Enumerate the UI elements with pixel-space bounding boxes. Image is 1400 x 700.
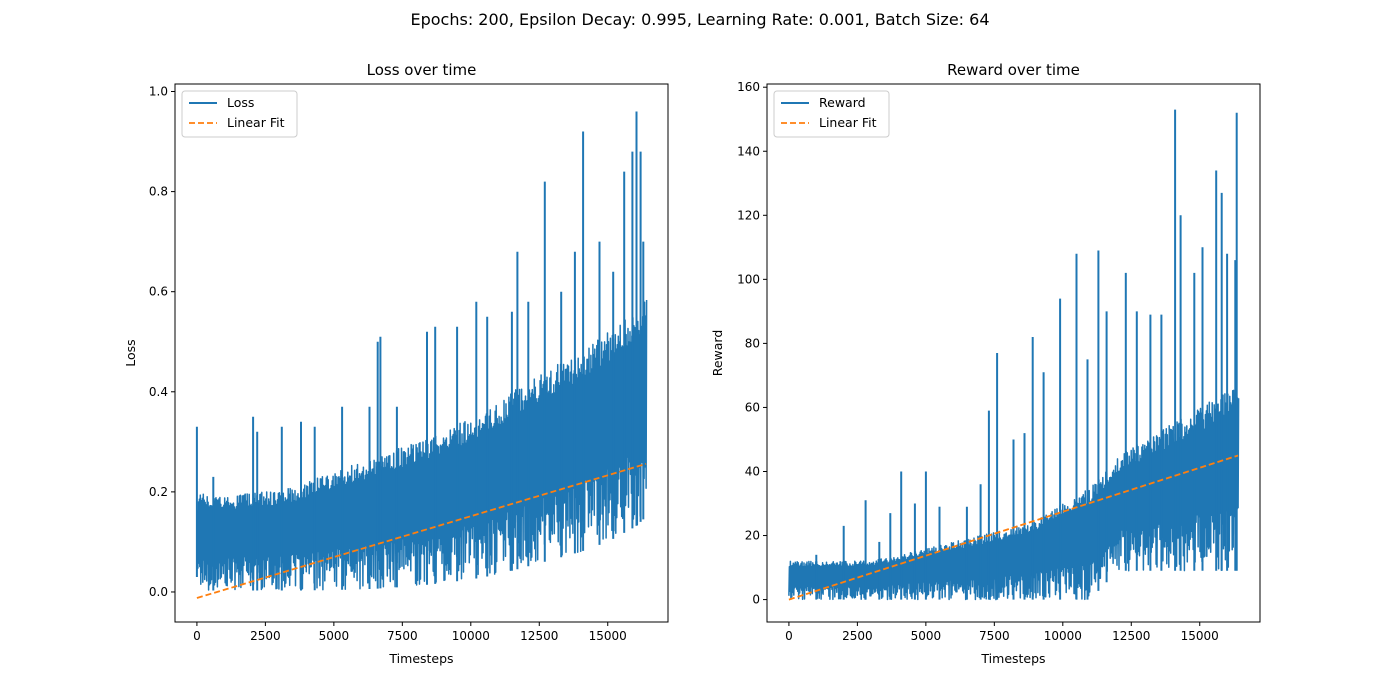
- chart-title: Loss over time: [367, 61, 477, 79]
- y-tick-label: 0.8: [149, 185, 168, 199]
- y-tick-label: 0.0: [149, 585, 168, 599]
- y-tick-label: 0.4: [149, 385, 168, 399]
- x-axis-label: Timesteps: [388, 651, 453, 666]
- y-tick-label: 1.0: [149, 85, 168, 99]
- y-tick-label: 140: [737, 144, 760, 158]
- y-tick-label: 160: [737, 80, 760, 94]
- x-tick-label: 5000: [911, 629, 942, 643]
- legend-label: Linear Fit: [227, 115, 285, 130]
- legend-label: Linear Fit: [819, 115, 877, 130]
- x-tick-label: 15000: [1181, 629, 1219, 643]
- reward-chart: 0 2500 5000 7500 10000 12500 15000 0 20 40 60 80 100…: [710, 61, 1261, 666]
- plot-area: [195, 111, 648, 599]
- x-tick-label: 5000: [319, 629, 350, 643]
- x-tick-label: 10000: [1044, 629, 1082, 643]
- x-tick-label: 12500: [1112, 629, 1150, 643]
- y-tick-label: 80: [745, 336, 760, 350]
- x-tick-label: 12500: [520, 629, 558, 643]
- x-tick-label: 7500: [979, 629, 1010, 643]
- y-axis-label: Reward: [710, 330, 725, 377]
- y-tick-label: 0: [752, 593, 760, 607]
- y-tick-label: 60: [745, 400, 760, 414]
- x-tick-label: 7500: [387, 629, 418, 643]
- x-tick-label: 0: [193, 629, 201, 643]
- loss-chart: 0 2500 5000 7500 10000 12500 15000 0.0 0.2 0.4 0.6…: [123, 61, 669, 666]
- x-tick-label: 2500: [842, 629, 873, 643]
- y-tick-label: 0.6: [149, 285, 168, 299]
- y-tick-label: 20: [745, 529, 760, 543]
- series-line-linear-fit: [788, 454, 1239, 601]
- figure-title: Epochs: 200, Epsilon Decay: 0.995, Learn…: [410, 10, 990, 29]
- x-tick-label: 10000: [452, 629, 490, 643]
- x-tick-label: 2500: [250, 629, 281, 643]
- legend: Loss Linear Fit: [181, 90, 298, 138]
- y-tick-label: 100: [737, 272, 760, 286]
- plot-area: [788, 109, 1240, 601]
- series-line-linear-fit: [196, 462, 647, 599]
- y-tick-label: 0.2: [149, 485, 168, 499]
- x-axis-label: Timesteps: [980, 651, 1045, 666]
- y-tick-label: 120: [737, 208, 760, 222]
- legend-label: Reward: [819, 95, 866, 110]
- plot-frame: [174, 83, 669, 623]
- x-tick-label: 0: [785, 629, 793, 643]
- x-tick-label: 15000: [589, 629, 627, 643]
- legend: Reward Linear Fit: [773, 90, 890, 138]
- y-axis-label: Loss: [123, 339, 138, 366]
- y-tick-label: 40: [745, 464, 760, 478]
- legend-label: Loss: [227, 95, 254, 110]
- chart-title: Reward over time: [947, 61, 1080, 79]
- series-line-loss: [196, 299, 648, 591]
- plot-frame: [766, 83, 1261, 623]
